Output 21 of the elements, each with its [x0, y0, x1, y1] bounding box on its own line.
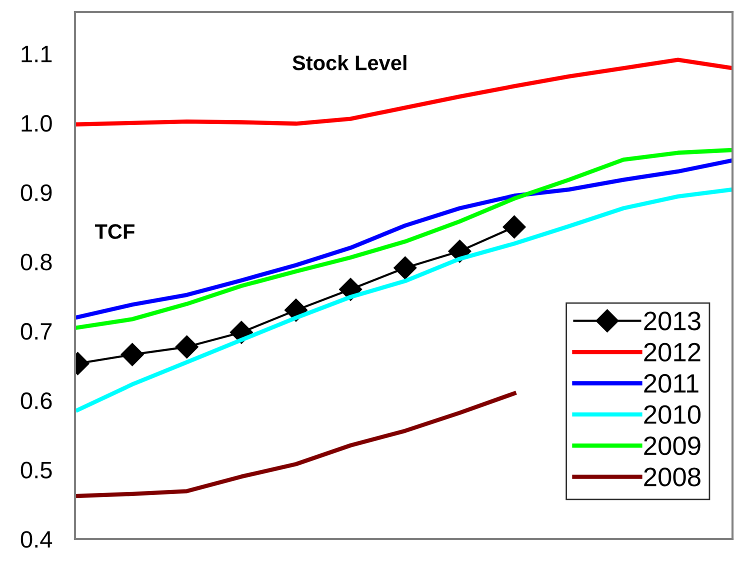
- legend-label: 2008: [644, 468, 700, 486]
- legend-label: 2011: [644, 374, 698, 393]
- point: [120, 343, 144, 366]
- y-tick-label: 1.0: [22, 115, 52, 132]
- point: [502, 215, 526, 238]
- annotation: Stock Level: [292, 54, 406, 70]
- point: [394, 256, 417, 280]
- y-tick-label: 0.6: [20, 392, 52, 410]
- y-tick-label: 0.8: [20, 254, 52, 270]
- line-series: [76, 391, 516, 498]
- legend-label: 2012: [644, 342, 700, 362]
- legend-label: 2013: [644, 312, 700, 330]
- point: [175, 335, 198, 358]
- y-tick-label: 0.7: [20, 323, 52, 340]
- y-tick-label: 1.1: [22, 46, 52, 62]
- legend-label: 2010: [644, 405, 701, 424]
- y-tick-label: 0.4: [20, 531, 52, 548]
- annotation: TCF: [94, 224, 134, 239]
- y-tick-label: 0.5: [20, 462, 52, 478]
- legend-label: 2009: [644, 436, 700, 456]
- y-tick-label: 0.9: [20, 184, 52, 202]
